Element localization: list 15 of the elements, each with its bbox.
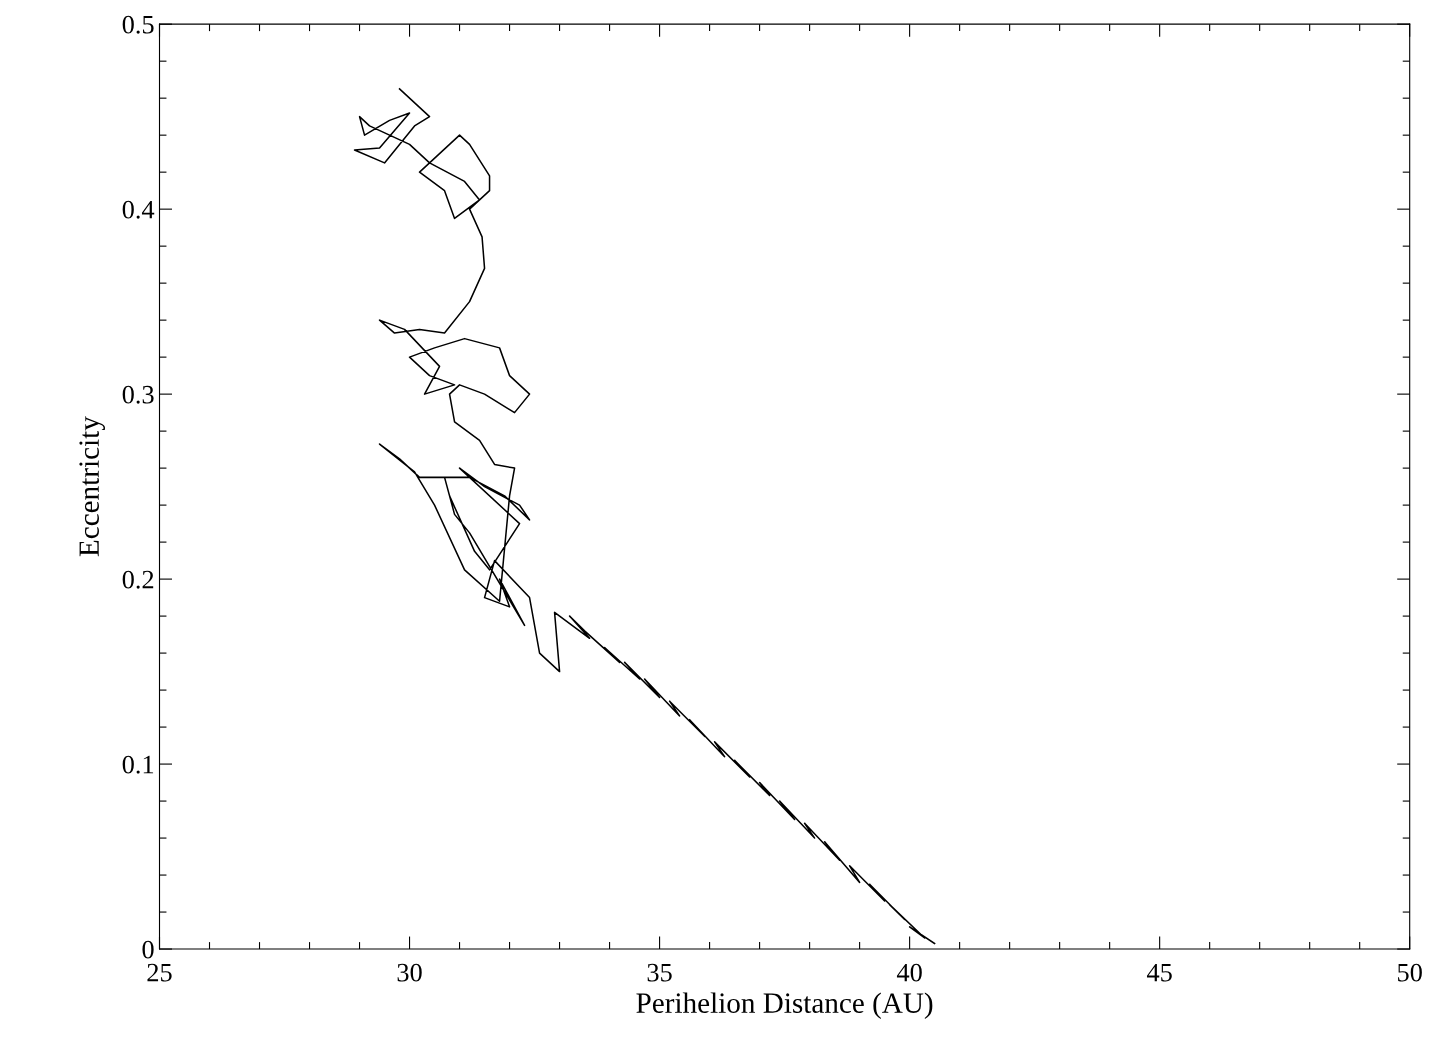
y-tick-label: 0.4 (122, 200, 155, 219)
line-series (353, 88, 936, 945)
x-tick-label: 35 (647, 963, 672, 982)
x-tick-label: 30 (397, 963, 422, 982)
x-tick-label: 40 (896, 963, 922, 982)
x-tick-label: 45 (1146, 963, 1172, 982)
y-tick-label: 0.5 (122, 15, 154, 34)
y-axis-title: Eccentricity (79, 416, 105, 557)
x-tick-label: 25 (147, 963, 172, 982)
y-tick-label: 0.2 (122, 570, 154, 589)
y-tick-label: 0.1 (122, 755, 154, 774)
y-tick-label: 0.3 (122, 385, 154, 404)
x-tick-label: 50 (1398, 963, 1422, 982)
x-axis-title: Perihelion Distance (AU) (636, 992, 933, 1019)
y-tick-label: 0 (142, 940, 154, 959)
